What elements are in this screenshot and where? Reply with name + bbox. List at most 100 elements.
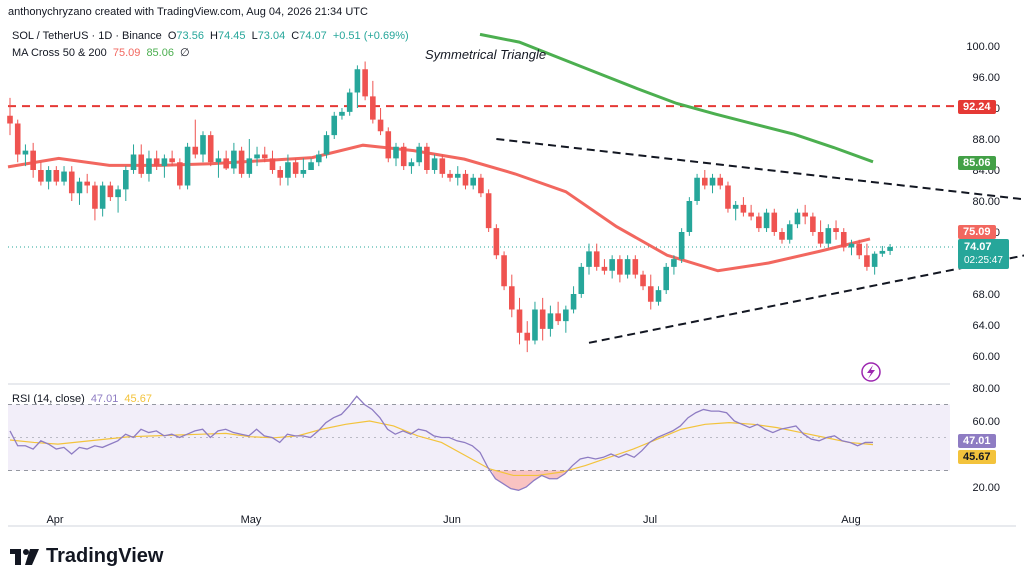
candle: [7, 97, 13, 136]
candle-body: [424, 146, 430, 170]
candle-body: [231, 150, 237, 169]
candle: [647, 274, 654, 310]
candle: [624, 255, 631, 279]
candle: [794, 208, 801, 229]
candle: [632, 255, 639, 279]
candle: [30, 142, 36, 178]
candle: [22, 144, 29, 167]
candle: [640, 270, 646, 291]
candle-body: [833, 228, 839, 232]
candle: [848, 239, 855, 256]
price-tick-label: 68.00: [972, 289, 1000, 301]
candle-body: [748, 212, 754, 217]
triangle-upper-line: [496, 138, 1024, 201]
candle-body: [169, 158, 175, 163]
candle-body: [408, 162, 415, 167]
candle-body: [130, 154, 137, 170]
candle: [146, 150, 152, 182]
ma-label[interactable]: MA Cross 50 & 200: [12, 47, 107, 59]
candle-body: [323, 135, 330, 155]
candle: [779, 228, 785, 244]
candle-body: [717, 177, 724, 186]
candle-body: [76, 181, 83, 194]
candle-body: [192, 146, 199, 155]
candle-body: [339, 111, 345, 116]
candle: [130, 144, 137, 174]
candle: [323, 131, 330, 159]
price-tick-label: 100.00: [966, 41, 1000, 53]
candle: [68, 166, 75, 201]
candle-body: [161, 158, 168, 167]
candle-body: [509, 286, 515, 310]
candle: [385, 127, 392, 163]
candle-body: [686, 201, 693, 232]
candle: [478, 173, 484, 198]
rsi-tick-label: 20.00: [972, 482, 1000, 494]
candle: [771, 208, 778, 236]
candle: [671, 255, 677, 275]
candle: [246, 139, 253, 178]
last-price: 74.07: [964, 241, 992, 253]
candle: [678, 228, 685, 263]
candle: [825, 224, 832, 248]
candle-body: [7, 115, 13, 124]
time-tick-label: Jun: [443, 514, 461, 526]
candle: [887, 244, 893, 255]
candle: [416, 142, 422, 167]
candle: [431, 154, 438, 174]
candle: [609, 255, 615, 279]
candle-body: [215, 158, 222, 163]
candle-body: [439, 158, 446, 174]
candle-body: [346, 92, 353, 112]
candle: [439, 154, 446, 178]
symbol-title[interactable]: SOL / TetherUS · 1D · Binance: [12, 30, 162, 42]
candle-body: [640, 274, 646, 287]
price-tick-label: 96.00: [972, 72, 1000, 84]
price-tick-label: 88.00: [972, 134, 1000, 146]
candle-body: [416, 146, 422, 163]
candle: [207, 131, 214, 167]
candle-body: [53, 170, 60, 182]
candle: [292, 158, 299, 178]
candle-body: [478, 177, 484, 194]
candle-body: [609, 259, 615, 271]
candle-body: [123, 170, 129, 190]
candle-body: [177, 162, 183, 186]
rsi-label[interactable]: RSI (14, close): [12, 393, 85, 405]
symbol-row: SOL / TetherUS · 1D · Binance O73.56 H74…: [12, 30, 412, 42]
candle: [563, 305, 569, 333]
candle: [763, 208, 770, 232]
ohlc-high-label: H: [210, 30, 218, 42]
candle: [84, 173, 90, 194]
candle-body: [586, 251, 592, 267]
candle-body: [740, 204, 747, 213]
candle-body: [30, 150, 36, 170]
tradingview-logo-icon: [10, 548, 39, 565]
ma-hidden-icon[interactable]: ∅: [180, 47, 190, 59]
candle: [400, 142, 407, 170]
ohlc-low: 73.04: [257, 30, 286, 42]
candle: [424, 142, 430, 174]
candle-body: [570, 294, 577, 310]
rsi-tick-label: 60.00: [972, 416, 1000, 428]
candle-body: [786, 224, 793, 240]
pattern-annotation: Symmetrical Triangle: [425, 47, 546, 62]
candle: [694, 173, 700, 205]
rsi-oversold-fill: [491, 470, 569, 491]
candle-body: [725, 185, 731, 209]
candle-body: [794, 212, 801, 225]
candle-body: [756, 216, 762, 229]
candle-body: [810, 216, 816, 232]
candle: [586, 243, 592, 275]
candle: [810, 212, 816, 236]
candle: [254, 146, 260, 167]
ohlc-low-label: L: [251, 30, 258, 42]
candle-body: [431, 158, 438, 170]
candle-body: [655, 290, 662, 302]
tradingview-logo[interactable]: TradingView: [10, 545, 163, 568]
candle-body: [331, 115, 338, 136]
time-tick-label: Jul: [643, 514, 657, 526]
candle-body: [802, 212, 808, 217]
candle-body: [454, 173, 461, 178]
